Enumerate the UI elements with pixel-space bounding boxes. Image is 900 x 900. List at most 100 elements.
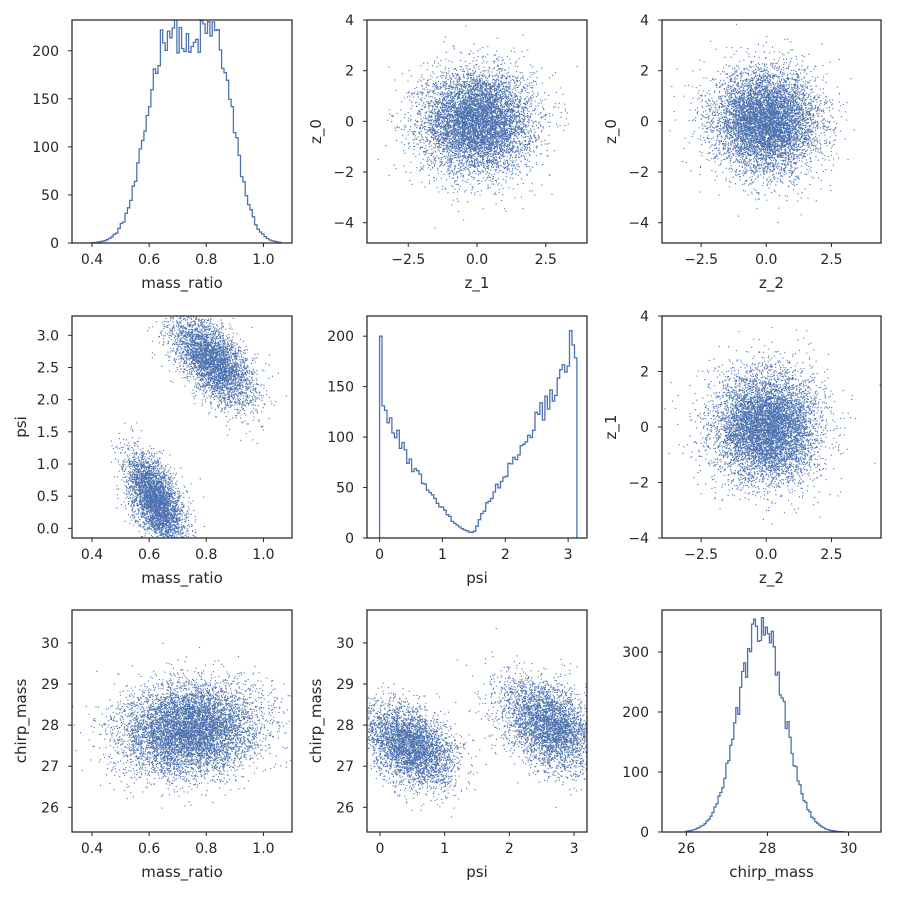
scatter-point	[458, 131, 460, 133]
scatter-point	[445, 131, 447, 133]
scatter-point	[477, 117, 479, 119]
scatter-point	[517, 183, 519, 185]
scatter-point	[497, 119, 499, 121]
scatter-point	[419, 113, 421, 115]
scatter-point	[465, 167, 467, 169]
scatter-point	[469, 129, 471, 131]
scatter-point	[463, 114, 465, 116]
scatter-point	[453, 108, 455, 110]
scatter-point	[454, 138, 456, 140]
scatter-point	[481, 62, 483, 64]
scatter-point	[479, 150, 481, 152]
scatter-point	[508, 94, 510, 96]
scatter-point	[514, 82, 516, 84]
scatter-point	[509, 85, 511, 87]
scatter-point	[449, 115, 451, 117]
scatter-point	[493, 156, 495, 158]
scatter-point	[484, 123, 486, 125]
scatter-point	[500, 108, 502, 110]
scatter-point	[438, 141, 440, 143]
scatter-point	[494, 153, 496, 155]
scatter-point	[433, 133, 435, 135]
scatter-point	[499, 126, 501, 128]
scatter-point	[518, 91, 520, 93]
scatter-point	[481, 150, 483, 152]
scatter-point	[486, 134, 488, 136]
scatter-point	[443, 134, 445, 136]
scatter-point	[455, 84, 457, 86]
scatter-point	[460, 139, 462, 141]
scatter-point	[530, 113, 532, 115]
scatter-point	[509, 115, 511, 117]
scatter-point	[499, 154, 501, 156]
scatter-point	[414, 102, 416, 104]
plot-area	[367, 25, 578, 229]
scatter-point	[493, 85, 495, 87]
scatter-point	[515, 121, 517, 123]
scatter-point	[453, 146, 455, 148]
scatter-point	[449, 93, 451, 95]
scatter-point	[443, 141, 445, 143]
scatter-point	[457, 138, 459, 140]
scatter-point	[433, 134, 435, 136]
scatter-point	[511, 121, 513, 123]
scatter-point	[516, 106, 518, 108]
scatter-point	[511, 115, 513, 117]
scatter-point	[460, 84, 462, 86]
scatter-point	[529, 140, 531, 142]
scatter-point	[505, 210, 507, 212]
scatter-point	[479, 120, 481, 122]
scatter-point	[450, 129, 452, 131]
scatter-point	[511, 141, 513, 143]
scatter-point	[526, 108, 528, 110]
scatter-point	[497, 107, 499, 109]
scatter-point	[474, 156, 476, 158]
scatter-point	[441, 96, 443, 98]
scatter-point	[535, 139, 537, 141]
scatter-point	[495, 156, 497, 158]
scatter-point	[520, 131, 522, 133]
scatter-point	[450, 127, 452, 129]
scatter-point	[471, 126, 473, 128]
scatter-point	[448, 142, 450, 144]
scatter-point	[448, 102, 450, 104]
scatter-point	[478, 131, 480, 133]
scatter-point	[496, 98, 498, 100]
scatter-point	[452, 125, 454, 127]
scatter-point	[482, 126, 484, 128]
scatter-point	[463, 143, 465, 145]
scatter-point	[501, 74, 503, 76]
scatter-point	[507, 103, 509, 105]
scatter-point	[451, 141, 453, 143]
scatter-point	[489, 125, 491, 127]
scatter-point	[539, 124, 541, 126]
scatter-point	[530, 138, 532, 140]
scatter-point	[518, 140, 520, 142]
scatter-point	[505, 81, 507, 83]
scatter-point	[490, 108, 492, 110]
scatter-point	[443, 173, 445, 175]
scatter-point	[461, 113, 463, 115]
scatter-point	[487, 130, 489, 132]
scatter-point	[473, 80, 475, 82]
scatter-point	[456, 75, 458, 77]
scatter-point	[490, 100, 492, 102]
scatter-point	[455, 152, 457, 154]
scatter-point	[519, 93, 521, 95]
scatter-point	[504, 88, 506, 90]
scatter-point	[462, 68, 464, 70]
scatter-point	[453, 110, 455, 112]
scatter-point	[466, 108, 468, 110]
scatter-point	[506, 104, 508, 106]
scatter-point	[507, 124, 509, 126]
scatter-point	[483, 121, 485, 123]
scatter-point	[508, 124, 510, 126]
scatter-point	[495, 159, 497, 161]
scatter-point	[524, 87, 526, 89]
scatter-point	[458, 126, 460, 128]
scatter-point	[458, 164, 460, 166]
scatter-point	[471, 157, 473, 159]
scatter-point	[490, 153, 492, 155]
scatter-point	[493, 193, 495, 195]
scatter-point	[515, 99, 517, 101]
